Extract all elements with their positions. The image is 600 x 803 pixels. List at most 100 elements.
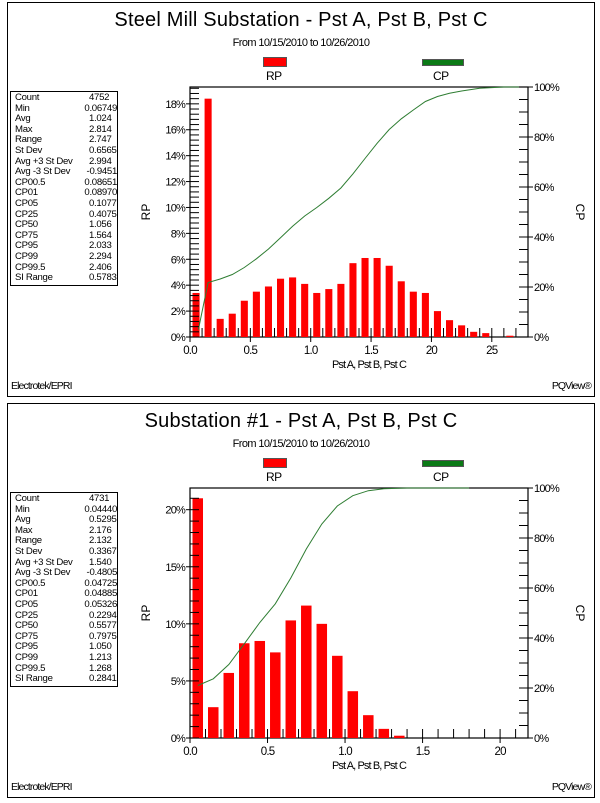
stat-label: CP95	[15, 641, 38, 653]
x-tick-label: 1.0	[304, 345, 318, 357]
rp-bar	[192, 498, 204, 738]
stat-label: CP99.5	[15, 662, 46, 674]
stat-value: 0.5783	[89, 272, 117, 284]
stat-label: Avg +3 St Dev	[15, 556, 73, 568]
stat-value: 2.406	[89, 261, 112, 273]
y-tick-label: 8%	[171, 228, 186, 240]
stat-row: CP00.5 0.04725	[15, 577, 117, 590]
rp-bar	[347, 691, 359, 738]
y-tick-label: 12%	[165, 177, 186, 189]
rp-bar	[264, 286, 272, 337]
stat-value: -0.9451	[86, 166, 118, 178]
rp-bar	[239, 643, 250, 738]
stat-label: CP01	[15, 187, 38, 199]
stat-row: CP01 0.04885	[15, 589, 117, 600]
stat-value: 0.2841	[89, 673, 117, 685]
rp-bar	[349, 263, 357, 337]
stat-value: 2.033	[89, 240, 112, 252]
stat-value: 0.04725	[84, 577, 117, 589]
rp-bar	[446, 320, 454, 337]
stats-table: Count 4731 Min 0.04440 Avg 0.5295 Max 2.176 Rang…	[10, 492, 118, 687]
y2-tick-label: 40%	[534, 633, 555, 645]
stat-row: CP50 0.5577	[15, 621, 117, 632]
plot-frame	[189, 86, 529, 338]
stat-value: 1.050	[89, 641, 112, 653]
rp-bar	[192, 292, 200, 337]
stat-row: Count 4731	[15, 493, 117, 505]
y2-axis-label: CP	[573, 605, 587, 622]
y2-tick-label: 0%	[534, 332, 549, 344]
y-tick-label: 15%	[165, 562, 186, 574]
rp-bar	[394, 735, 405, 738]
y-tick-label: 18%	[165, 99, 186, 111]
stat-row: CP99.5 1.268	[15, 662, 117, 675]
stat-label: Range	[15, 535, 42, 547]
rp-bar	[313, 292, 321, 337]
stat-label: CP00.5	[15, 176, 46, 188]
rp-bar	[277, 278, 285, 337]
rp-bar	[378, 728, 390, 738]
stat-label: CP99	[15, 651, 38, 663]
y2-tick-label: 80%	[534, 533, 555, 545]
stat-row: SI Range 0.2841	[15, 673, 117, 685]
y2-tick-label: 80%	[534, 132, 555, 144]
rp-bar	[204, 98, 212, 338]
stat-row: SI Range 0.5783	[15, 272, 117, 284]
y-tick-label: 6%	[171, 254, 186, 266]
legend-cp-label: CP	[433, 69, 449, 83]
x-tick-label: 20	[494, 746, 506, 758]
stat-value: 1.024	[89, 113, 112, 125]
stat-label: CP25	[15, 208, 38, 220]
y-axis-label: RP	[139, 204, 153, 221]
stat-row: CP99 1.213	[15, 651, 117, 664]
stats-table: Count 4752 Min 0.06749 Avg 1.024 Max 2.814 Range…	[10, 91, 118, 286]
stat-value: 0.7975	[89, 630, 117, 642]
legend-rp-swatch	[263, 57, 287, 67]
x-tick-label: 1.0	[338, 746, 352, 758]
stat-row: CP95 2.033	[15, 241, 117, 252]
legend-rp-swatch	[263, 458, 287, 468]
rp-bar	[506, 335, 514, 337]
rp-bar	[332, 655, 343, 738]
rp-bar	[285, 620, 297, 738]
rp-bar	[470, 331, 478, 337]
rp-bar	[223, 672, 235, 738]
y2-axis-label: CP	[573, 204, 587, 221]
y2-tick-label: 20%	[534, 683, 555, 695]
stat-value: 2.176	[89, 524, 112, 536]
footer-credit: Electrotek/EPRI	[11, 781, 73, 793]
stat-label: Avg	[15, 113, 31, 125]
stat-label: Max	[15, 123, 33, 135]
stat-row: CP00.5 0.08651	[15, 176, 117, 189]
stat-value: 4731	[89, 493, 110, 504]
stat-value: 0.04885	[84, 588, 117, 600]
y-tick-label: 14%	[165, 151, 186, 163]
y-tick-label: 2%	[171, 306, 186, 318]
stat-value: 0.5295	[89, 514, 117, 526]
stat-label: St Dev	[15, 144, 42, 156]
stat-row: Min 0.06749	[15, 103, 117, 115]
stat-row: Avg +3 St Dev 1.540	[15, 556, 117, 569]
stat-value: 0.3367	[89, 545, 117, 557]
stat-row: St Dev 0.6565	[15, 144, 117, 157]
y-tick-label: 4%	[171, 280, 186, 292]
stat-row: Range 2.747	[15, 135, 117, 146]
stat-row: CP05 0.1077	[15, 198, 117, 210]
stat-label: St Dev	[15, 545, 42, 557]
stat-value: 0.5577	[89, 620, 117, 632]
stat-label: CP99	[15, 250, 38, 262]
rp-bar	[252, 291, 260, 337]
stat-label: CP25	[15, 609, 38, 621]
rp-bar	[228, 313, 236, 337]
rp-bar	[270, 652, 281, 738]
y-tick-label: 10%	[165, 202, 186, 214]
footer-credit: Electrotek/EPRI	[11, 380, 73, 392]
rp-bar	[421, 292, 429, 337]
chart-svg: 0% 2% 4% 6% 8% 10% 12% 14% 16% 18% 0% 20% 40% 60% 80% 1…	[139, 82, 587, 371]
rp-bar	[240, 300, 248, 337]
stat-row: Min 0.04440	[15, 504, 117, 516]
rp-bar	[397, 281, 405, 337]
stat-row: Avg +3 St Dev 2.994	[15, 156, 117, 168]
stat-row: Avg 0.5295	[15, 515, 117, 526]
stat-value: 2.814	[89, 123, 112, 135]
